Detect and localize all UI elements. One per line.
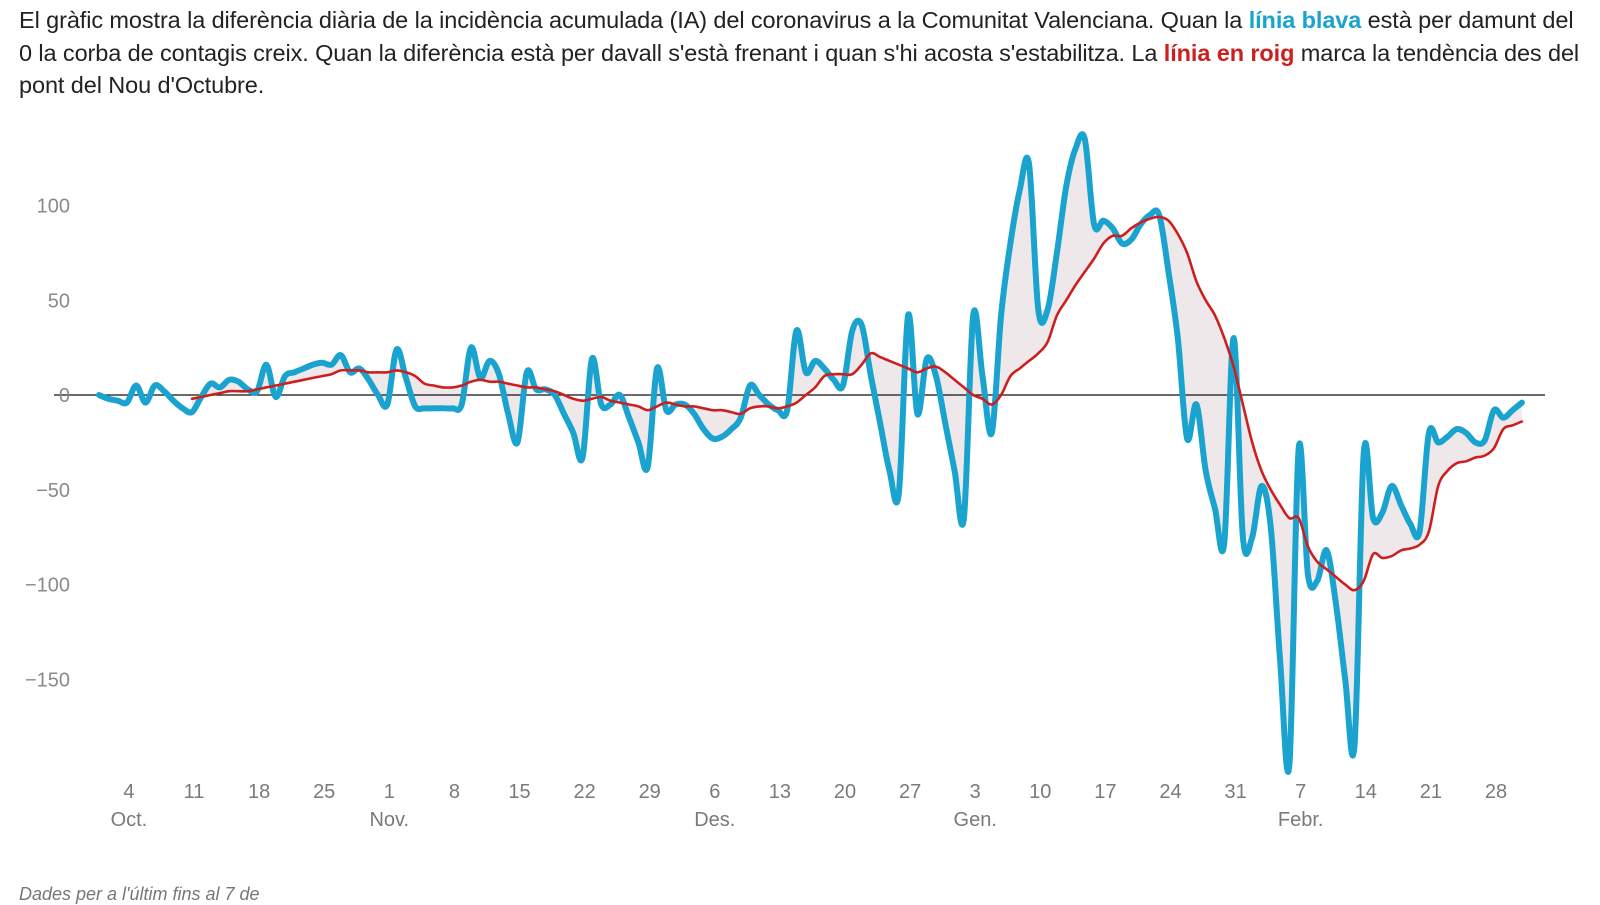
x-tick-label: 18 — [248, 781, 270, 803]
x-tick-label: 15 — [508, 781, 530, 803]
x-tick-label: 28 — [1485, 781, 1507, 803]
x-tick-label: 3 — [970, 781, 981, 803]
x-tick-label: 17 — [1094, 781, 1116, 803]
description-part-1: El gràfic mostra la diferència diària de… — [19, 7, 1249, 33]
x-tick-label: 11 — [184, 781, 205, 803]
x-tick-label: 13 — [769, 781, 791, 803]
x-tick-label: 24 — [1159, 781, 1181, 803]
x-tick-label: 8 — [449, 781, 460, 803]
x-tick-label: 6 — [709, 781, 720, 803]
x-tick-label: 22 — [573, 781, 595, 803]
y-tick-label: 0 — [59, 385, 70, 407]
x-tick-label: 4 — [123, 781, 134, 803]
x-month-label: Febr. — [1278, 809, 1324, 831]
line-chart: 100 50 0 −50 −100 −150 4 Oct. 11 18 25 1 Nov. 8 15 22 2… — [25, 131, 1545, 831]
x-tick-label: 10 — [1029, 781, 1051, 803]
x-tick-label: 29 — [639, 781, 661, 803]
x-tick-label: 7 — [1295, 781, 1306, 803]
description-part-3: marca la tendència des del pont del Nou … — [19, 39, 1580, 99]
blue-line-label: línia blava — [1248, 7, 1362, 33]
y-tick-label: 50 — [48, 290, 70, 312]
y-tick-label: 100 — [37, 196, 70, 218]
x-tick-label: 20 — [834, 781, 856, 803]
x-month-label: Gen. — [954, 809, 997, 831]
x-tick-label: 25 — [313, 781, 335, 803]
x-tick-label: 14 — [1355, 781, 1377, 803]
x-tick-label: 21 — [1420, 781, 1442, 803]
difference-fill — [192, 139, 1522, 765]
chart-description: El gràfic mostra la diferència diària de… — [19, 4, 1589, 102]
x-tick-label: 27 — [899, 781, 921, 803]
y-tick-label: −50 — [36, 480, 70, 502]
y-tick-label: −150 — [25, 669, 70, 691]
x-month-label: Des. — [694, 809, 735, 831]
x-axis: 4 Oct. 11 18 25 1 Nov. 8 15 22 29 6 Des. 13 20 27 3 Gen. 1… — [111, 781, 1508, 831]
x-tick-label: 31 — [1224, 781, 1246, 803]
x-month-label: Nov. — [369, 809, 409, 831]
trend-line — [190, 215, 1524, 592]
daily-difference-line — [96, 131, 1525, 775]
x-tick-label: 1 — [384, 781, 395, 803]
difference-fill-area — [192, 139, 1522, 765]
y-axis: 100 50 0 −50 −100 −150 — [25, 196, 70, 692]
y-tick-label: −100 — [25, 575, 70, 597]
red-line-label: línia en roig — [1163, 39, 1295, 66]
source-note: Dades per a l'últim fins al 7 de — [19, 884, 260, 904]
x-month-label: Oct. — [111, 809, 148, 831]
series-group — [96, 131, 1525, 775]
description-part-2: està per damunt del 0 la corba de contag… — [19, 7, 1574, 66]
